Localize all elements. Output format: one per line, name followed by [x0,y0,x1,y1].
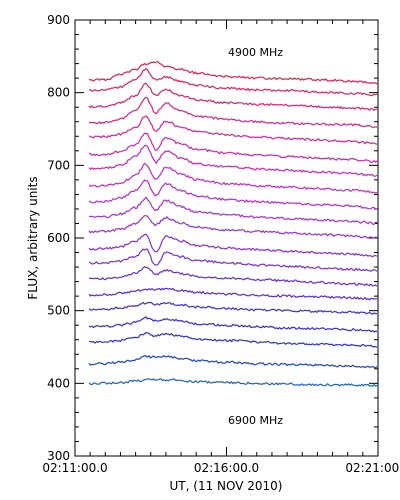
series-line-1 [88,61,378,85]
series-line-11 [88,215,378,239]
x-axis: 02:11:00.0 02:16:00.0 02:21:00.0 [42,20,400,475]
series-line-18 [88,331,378,348]
series-line-3 [88,82,378,111]
series-line-7 [88,144,378,177]
annotation-top-frequency: 4900 MHz [228,46,283,59]
plot-frame [74,19,379,457]
series-line-2 [88,67,378,97]
series-line-16 [88,301,378,315]
series-line-17 [88,316,378,333]
y-tick-label: 500 [47,304,70,318]
x-tick-label: 02:21:00.0 [345,461,400,475]
series-line-6 [88,132,378,163]
y-axis-title: FLUX, arbitrary units [26,176,40,299]
y-tick-label: 600 [47,231,70,245]
y-tick-label: 300 [47,449,70,463]
series-line-10 [88,196,377,225]
series-group [88,61,378,387]
annotation-bottom-frequency: 6900 MHz [228,414,283,427]
y-tick-label: 900 [47,13,70,27]
series-line-5 [88,115,378,145]
y-tick-label: 400 [47,376,70,390]
series-line-9 [88,179,378,210]
series-line-19 [88,355,378,369]
series-line-12 [88,233,378,258]
x-tick-label: 02:16:00.0 [194,461,259,475]
series-line-4 [88,96,377,128]
y-tick-label: 700 [47,158,70,172]
series-line-20 [88,378,378,387]
y-tick-label: 800 [47,86,70,100]
series-line-15 [88,287,378,301]
x-axis-title: UT, (11 NOV 2010) [170,479,283,493]
series-line-8 [88,162,378,194]
x-tick-label: 02:11:00.0 [42,461,107,475]
series-line-14 [88,266,378,287]
series-line-13 [88,248,378,272]
